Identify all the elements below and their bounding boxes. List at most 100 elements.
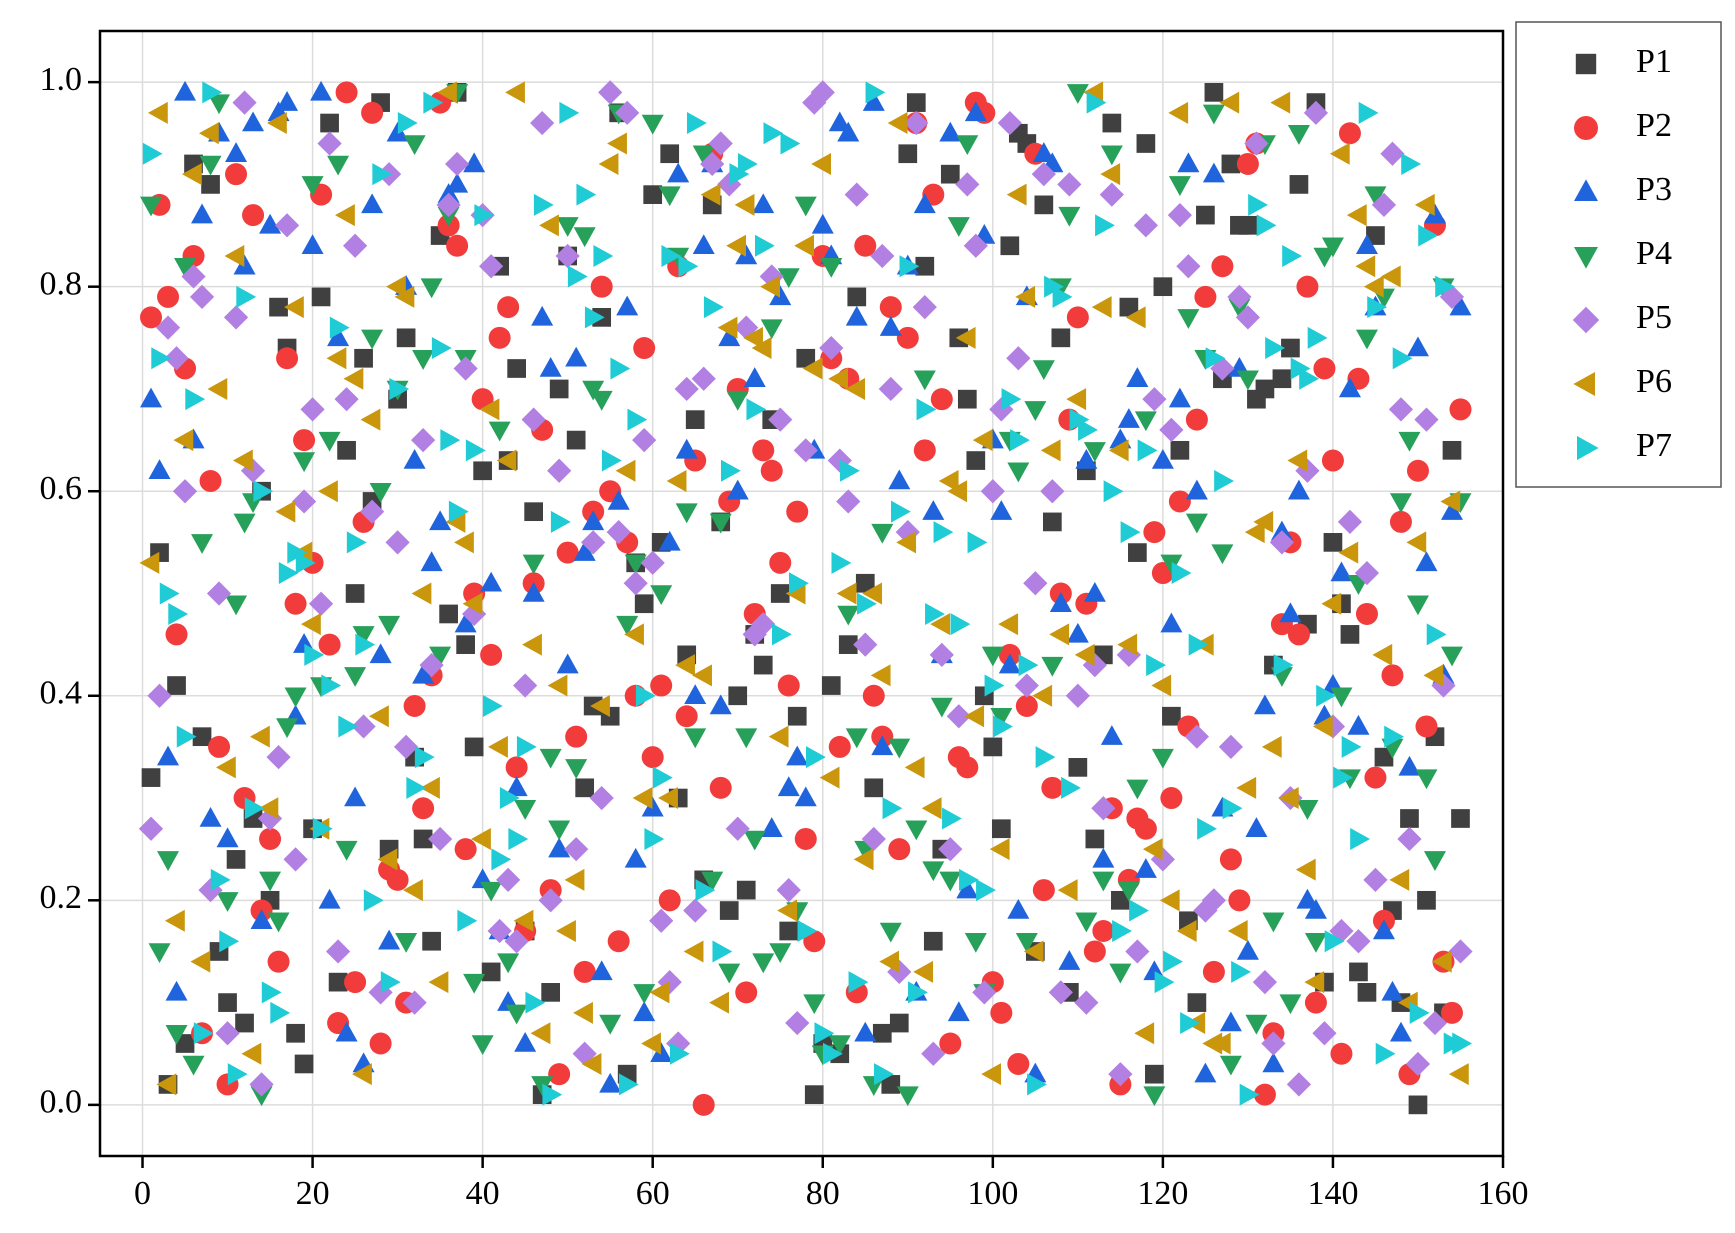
point <box>1219 848 1242 871</box>
point <box>735 244 758 265</box>
point <box>632 787 653 810</box>
point <box>837 121 860 142</box>
point <box>598 80 623 105</box>
point <box>276 91 299 111</box>
point <box>522 554 545 575</box>
x-tick-label: 60 <box>636 1175 670 1212</box>
point <box>708 131 733 156</box>
point <box>998 613 1019 636</box>
legend-label: P4 <box>1636 235 1672 272</box>
point <box>462 592 483 615</box>
point <box>804 1085 824 1104</box>
point <box>725 816 750 841</box>
point <box>1202 960 1225 983</box>
point <box>250 725 270 748</box>
point <box>796 348 816 368</box>
x-tick-label: 140 <box>1307 1175 1358 1212</box>
point <box>1279 994 1302 1015</box>
point <box>1214 470 1234 492</box>
point <box>465 439 486 462</box>
point <box>675 654 695 677</box>
point <box>165 1025 188 1045</box>
point <box>576 183 597 206</box>
point <box>369 1032 392 1055</box>
point <box>547 458 572 483</box>
point <box>854 1021 877 1042</box>
point <box>742 622 767 647</box>
point <box>942 807 962 830</box>
point <box>380 971 401 994</box>
point <box>1440 490 1461 513</box>
point <box>998 653 1021 674</box>
point <box>1099 182 1124 207</box>
point <box>216 827 239 848</box>
point <box>1381 980 1404 1001</box>
point <box>1066 306 1089 329</box>
point <box>1417 890 1436 910</box>
point <box>1126 367 1149 387</box>
point <box>1201 888 1226 913</box>
point <box>1007 898 1030 919</box>
point <box>1442 440 1462 460</box>
point <box>531 1076 554 1096</box>
point <box>997 110 1022 136</box>
point <box>899 255 920 278</box>
point <box>780 132 801 155</box>
point <box>352 626 375 646</box>
point <box>1075 448 1098 469</box>
point <box>666 470 687 492</box>
point <box>913 370 936 391</box>
point <box>912 295 937 320</box>
point <box>573 227 596 248</box>
point <box>474 204 495 227</box>
point <box>1015 695 1038 717</box>
point <box>976 879 996 902</box>
point <box>1136 134 1156 153</box>
point <box>922 500 945 520</box>
point <box>610 357 631 380</box>
point <box>1092 920 1115 942</box>
point <box>308 591 334 616</box>
point <box>1406 336 1429 357</box>
point <box>242 204 265 227</box>
point <box>1085 829 1105 849</box>
point <box>1289 175 1309 194</box>
point <box>1211 255 1234 278</box>
point <box>955 172 980 197</box>
point <box>488 735 508 758</box>
point <box>989 838 1010 861</box>
point <box>865 81 886 104</box>
point <box>505 756 528 779</box>
point <box>565 346 588 367</box>
point <box>1044 275 1064 298</box>
point <box>575 778 595 798</box>
point <box>300 397 325 422</box>
point <box>853 848 874 871</box>
point <box>584 306 605 329</box>
point <box>344 667 367 687</box>
point <box>1245 1014 1268 1035</box>
point <box>233 449 253 472</box>
point <box>363 889 384 912</box>
point <box>598 152 619 175</box>
point <box>386 121 409 142</box>
point <box>1001 388 1022 411</box>
point <box>1041 656 1064 677</box>
point <box>219 930 240 953</box>
point <box>939 121 962 142</box>
point <box>556 217 579 237</box>
point <box>712 940 733 963</box>
point <box>751 337 772 360</box>
point <box>1330 1042 1353 1065</box>
point <box>1282 245 1302 267</box>
point <box>879 950 900 973</box>
point <box>1231 960 1251 983</box>
point <box>471 827 491 850</box>
point <box>1219 1055 1242 1076</box>
point <box>249 1072 274 1097</box>
point <box>428 826 453 852</box>
point <box>599 1014 622 1035</box>
point <box>1168 490 1191 513</box>
point <box>1397 826 1422 852</box>
point <box>361 329 384 350</box>
